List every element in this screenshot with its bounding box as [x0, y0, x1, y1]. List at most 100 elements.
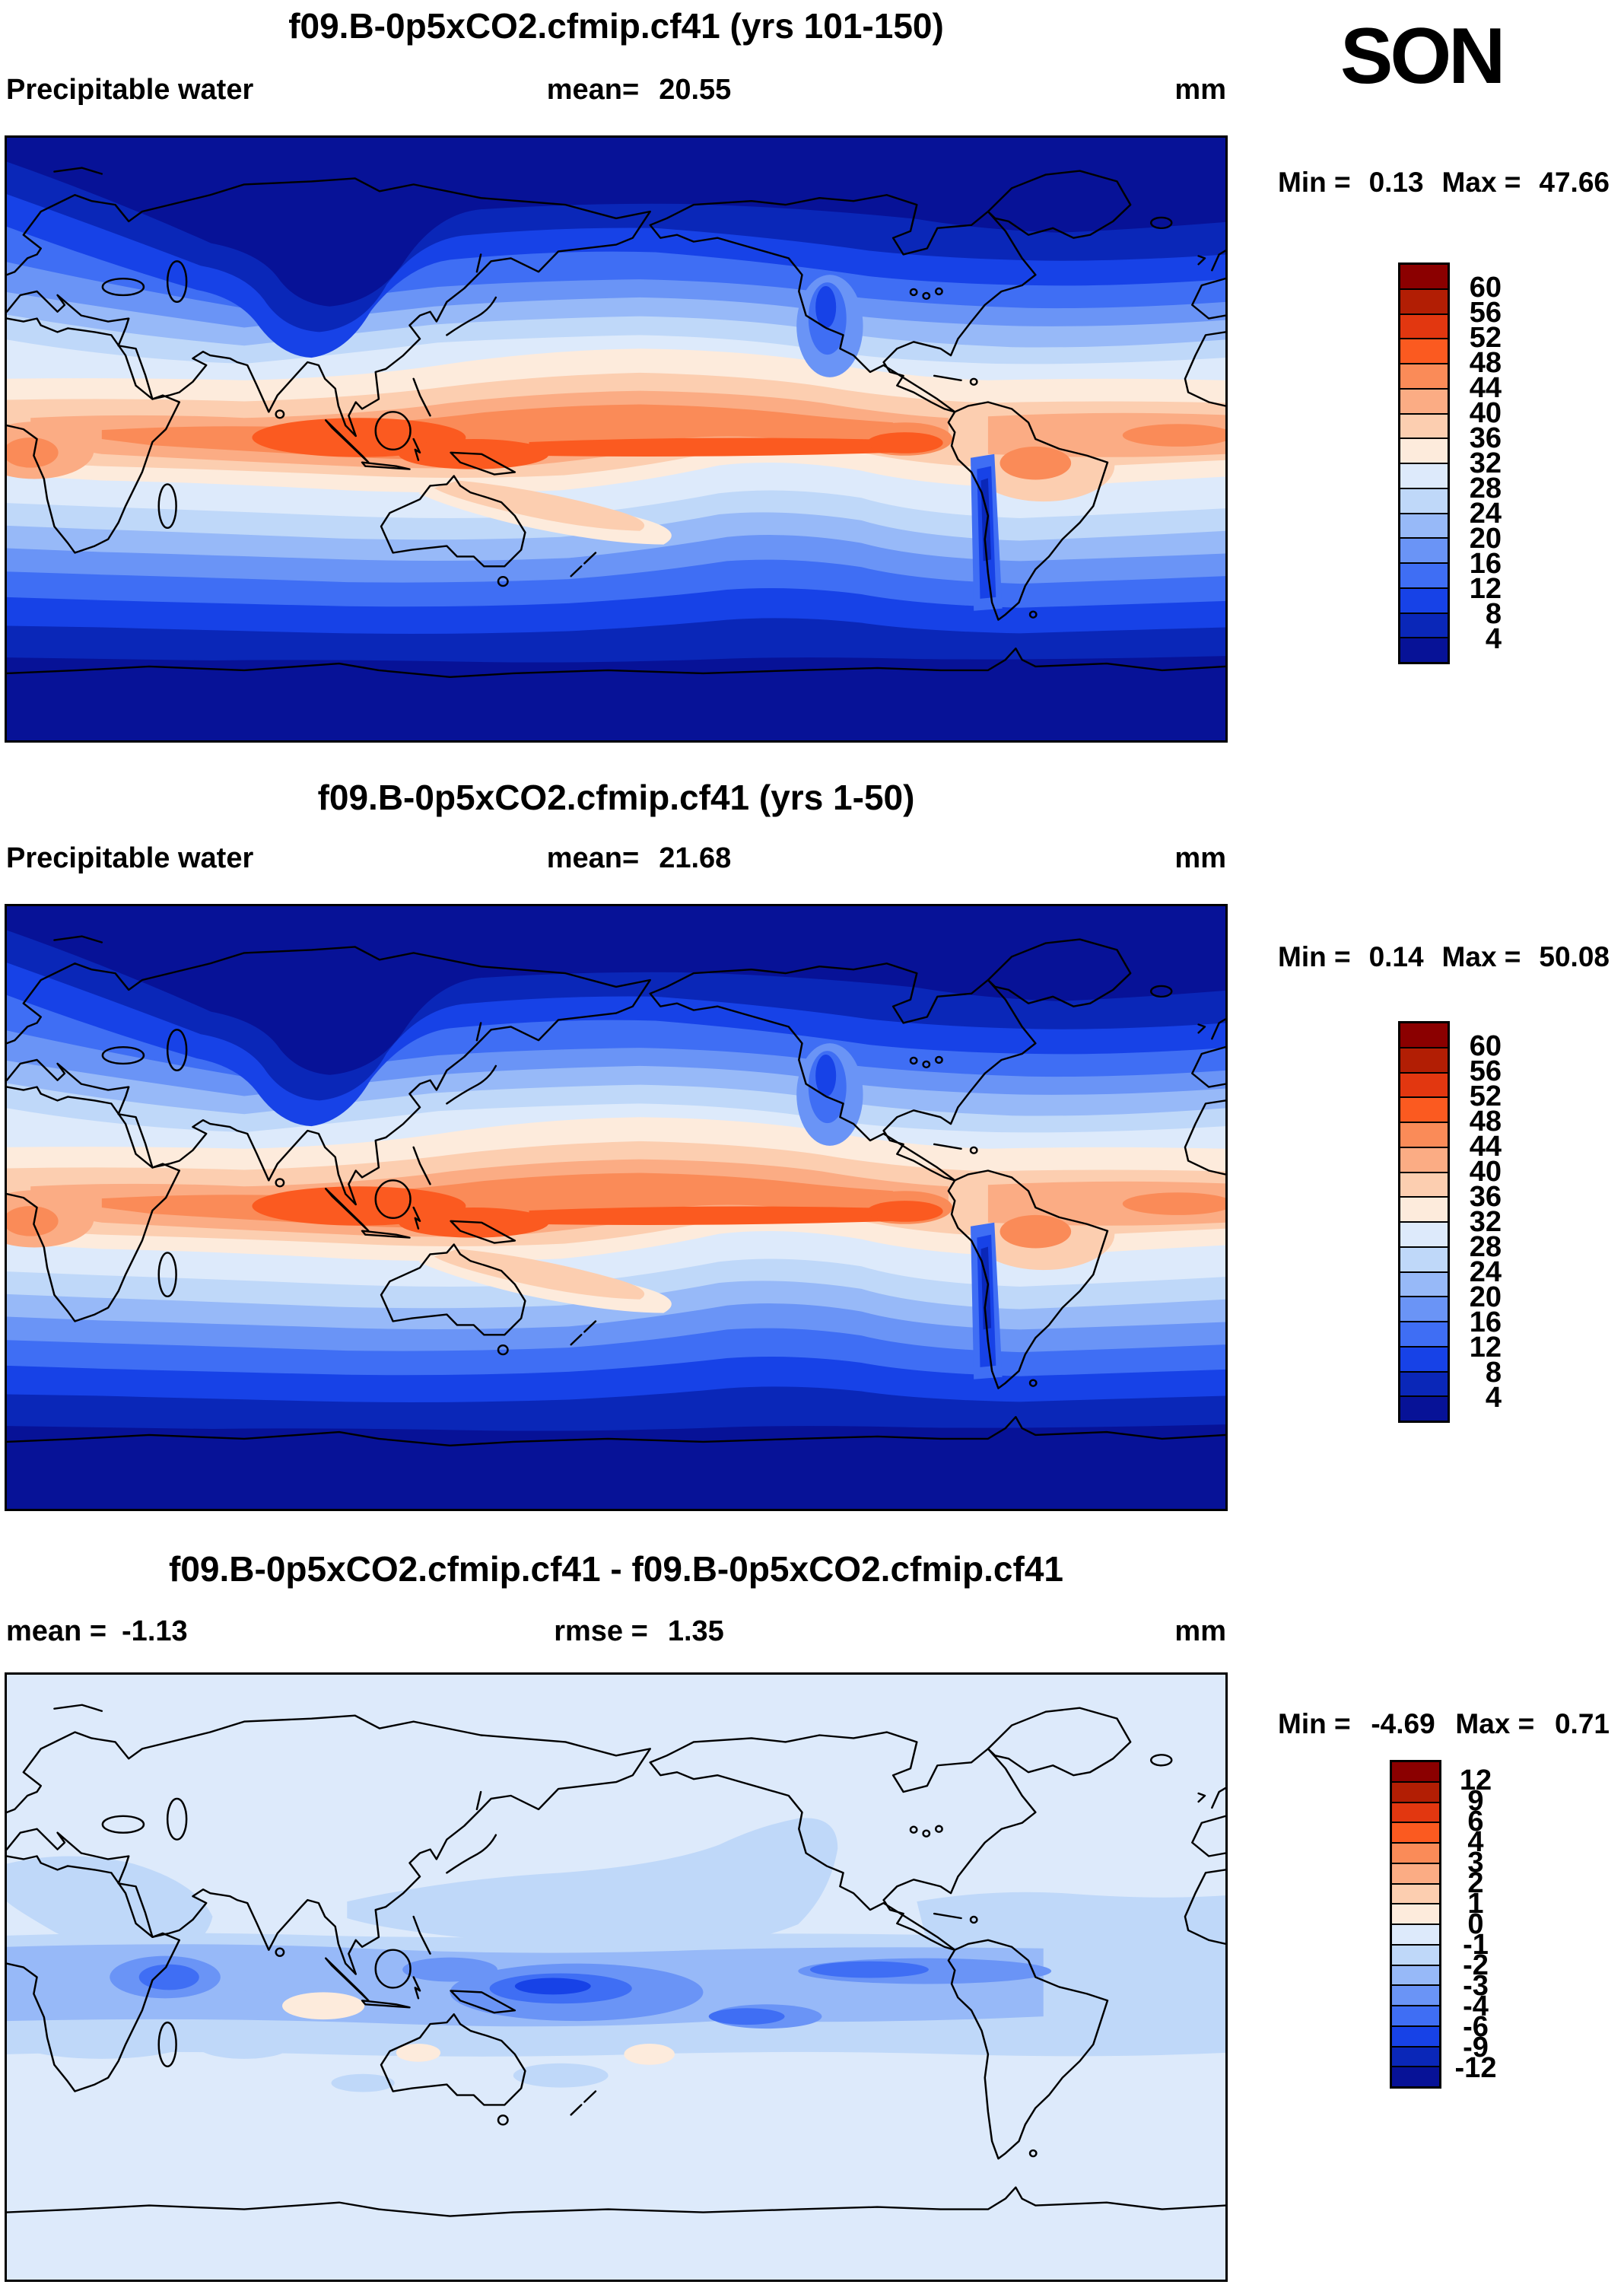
min-label: Min = [1278, 1708, 1351, 1739]
mean-value: 21.68 [659, 842, 732, 874]
units-label: mm [1174, 74, 1226, 106]
colorbar-segment [1400, 439, 1448, 464]
colorbar-segment [1400, 1023, 1448, 1048]
colorbar-segment [1392, 1925, 1439, 1946]
min-value: 0.14 [1368, 941, 1424, 972]
colorbar-segment [1400, 464, 1448, 489]
colorbar-segment [1392, 1803, 1439, 1824]
colorbar-labels: 60 56 52 48 44 40 36 32 28 24 20 16 12 8 4 [1438, 263, 1502, 664]
colorbar-tick-label: 12 [1459, 1764, 1492, 1796]
minmax-stats: Min = -4.69 Max = 0.71 [1278, 1708, 1610, 1740]
colorbar-tick-label: 52 [1469, 322, 1502, 354]
max-label: Max = [1455, 1708, 1535, 1739]
colorbar-segment [1400, 289, 1448, 315]
max-value: 50.08 [1539, 941, 1610, 972]
colorbar [1398, 263, 1450, 664]
field-label-text: Precipitable water [6, 842, 254, 874]
max-label: Max = [1441, 941, 1521, 972]
colorbar-segment [1400, 1123, 1448, 1148]
colorbar-segment [1392, 1863, 1439, 1885]
colorbar-segment [1400, 265, 1448, 290]
min-value: -4.69 [1371, 1708, 1435, 1739]
season-label: SON [1340, 12, 1505, 100]
rmse-value: 1.35 [667, 1615, 724, 1647]
colorbar-tick-label: 48 [1469, 347, 1502, 379]
mean-stat: mean= 20.55 [350, 74, 928, 107]
colorbar-tick-label: 60 [1469, 1030, 1502, 1062]
map-svg [7, 906, 1225, 1509]
colorbar-segment [1392, 1945, 1439, 1966]
contour-field [7, 1675, 1225, 2280]
colorbar-segment [1392, 2026, 1439, 2048]
panel-title: f09.B-0p5xCO2.cfmip.cf41 (yrs 1-50) [317, 778, 915, 817]
colorbar-segment [1400, 488, 1448, 514]
colorbar-segment [1400, 1322, 1448, 1348]
colorbar-tick-label: 56 [1469, 297, 1502, 329]
colorbar-segment [1400, 1098, 1448, 1123]
panel-title: f09.B-0p5xCO2.cfmip.cf41 - f09.B-0p5xCO2… [169, 1549, 1063, 1589]
mean-label: mean = [6, 1615, 107, 1647]
colorbar-tick-label: 16 [1469, 548, 1502, 580]
colorbar-segment [1392, 1782, 1439, 1803]
field-label: Precipitable water [6, 74, 253, 107]
colorbar-tick-label: 16 [1469, 1306, 1502, 1338]
map-svg [7, 1675, 1225, 2280]
colorbar-tick-label: 60 [1469, 272, 1502, 304]
colorbar-segment [1400, 1372, 1448, 1398]
map-svg [7, 138, 1225, 740]
colorbar-tick-label: -3 [1463, 1970, 1489, 2002]
colorbar-tick-label: 4 [1485, 1382, 1502, 1414]
colorbar-segment [1400, 364, 1448, 390]
colorbar-tick-label: 4 [1485, 623, 1502, 655]
colorbar-segment [1392, 1986, 1439, 2006]
colorbar-tick-label: -9 [1463, 2032, 1489, 2063]
colorbar-tick-label: 9 [1467, 1785, 1484, 1817]
colorbar-segment [1392, 1762, 1439, 1783]
colorbar [1398, 1021, 1450, 1423]
colorbar-tick-label: 8 [1485, 598, 1502, 630]
colorbar-segment [1392, 1823, 1439, 1844]
mean-label: mean= [546, 74, 640, 106]
colorbar-tick-label: 48 [1469, 1106, 1502, 1138]
mean-value: -1.13 [122, 1615, 188, 1647]
colorbar-tick-label: 40 [1469, 1156, 1502, 1188]
colorbar-segment [1400, 339, 1448, 364]
colorbar-tick-label: 28 [1469, 473, 1502, 504]
minmax-stats: Min = 0.14 Max = 50.08 [1278, 941, 1610, 973]
colorbar-segment [1400, 414, 1448, 440]
colorbar-segment [1392, 1965, 1439, 1987]
units-label: mm [1174, 842, 1226, 874]
colorbar-tick-label: 2 [1467, 1867, 1484, 1899]
colorbar-segment [1400, 1073, 1448, 1099]
colorbar-tick-label: 56 [1469, 1055, 1502, 1087]
panel-title: f09.B-0p5xCO2.cfmip.cf41 (yrs 101-150) [288, 6, 944, 46]
map-precipitable-water-yrs-1-50 [5, 904, 1228, 1511]
colorbar-tick-label: 6 [1467, 1806, 1484, 1838]
colorbar-tick-label: 8 [1485, 1357, 1502, 1389]
colorbar-segment [1392, 2067, 1439, 2086]
colorbar-tick-label: 40 [1469, 397, 1502, 429]
colorbar-tick-label: 36 [1469, 1181, 1502, 1213]
colorbar-labels: 12 9 6 4 3 2 1 0 -1 -2 -3 -4 -6 -9 -12 [1440, 1760, 1511, 2089]
max-value: 47.66 [1539, 167, 1610, 198]
colorbar-segment [1400, 1297, 1448, 1322]
mean-stat: mean= 21.68 [350, 842, 928, 875]
colorbar-segment [1400, 588, 1448, 614]
colorbar-segment [1400, 1223, 1448, 1248]
max-label: Max = [1441, 167, 1521, 198]
colorbar-segment [1400, 514, 1448, 539]
colorbar-segment [1392, 2047, 1439, 2068]
colorbar-segment [1392, 2006, 1439, 2027]
mean-value: 20.55 [659, 74, 732, 106]
colorbar-tick-label: -4 [1463, 1990, 1489, 2022]
colorbar-segment [1400, 1173, 1448, 1198]
colorbar-tick-label: 4 [1467, 1826, 1484, 1858]
colorbar-tick-label: 1 [1467, 1888, 1484, 1920]
colorbar-segment [1400, 613, 1448, 639]
colorbar-tick-label: 12 [1469, 573, 1502, 605]
colorbar-tick-label: 20 [1469, 523, 1502, 555]
colorbar-tick-label: -6 [1463, 2011, 1489, 2043]
field-label: Precipitable water [6, 842, 254, 875]
minmax-stats: Min = 0.13 Max = 47.66 [1278, 167, 1610, 199]
colorbar-segment [1400, 564, 1448, 589]
